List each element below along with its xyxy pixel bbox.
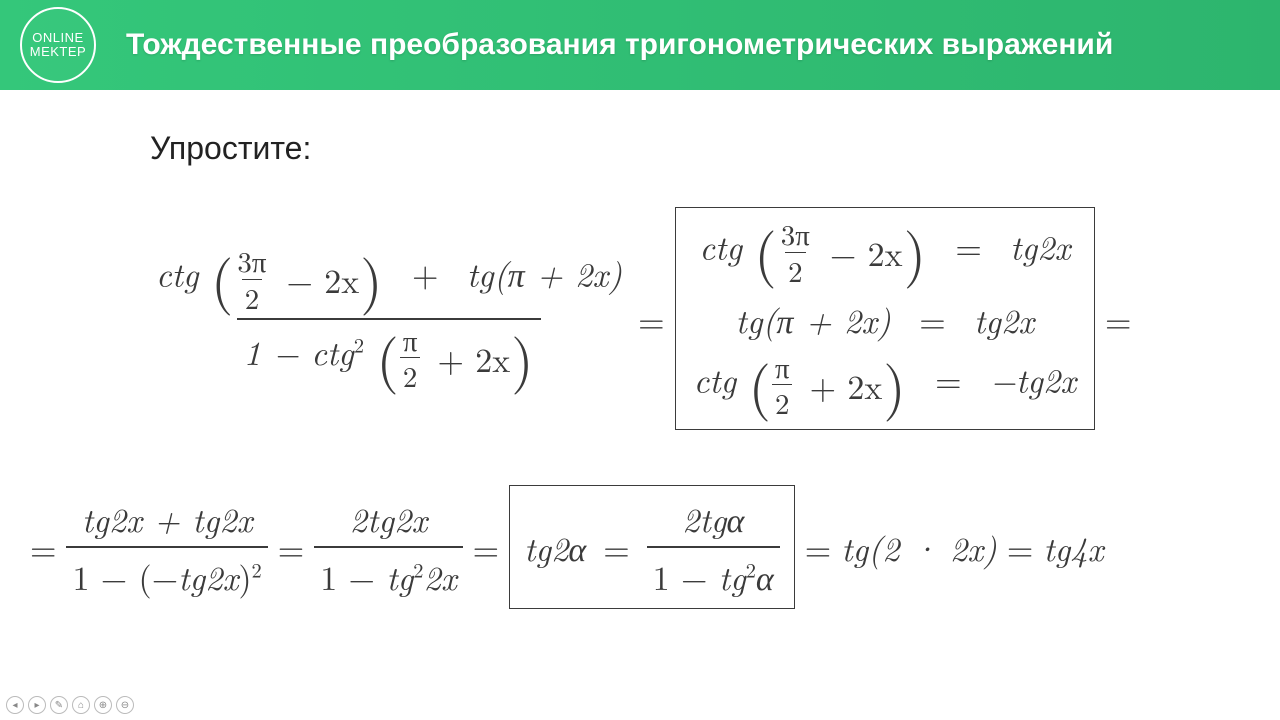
lparen-icon: ( [375, 333, 399, 379]
prompt-label: Упростите: [150, 130, 1260, 167]
equals-6: = [795, 523, 841, 571]
zoom-out-button[interactable]: ⊖ [116, 696, 134, 714]
rparen-icon: ) [510, 333, 534, 379]
identities-box: ctg ( 3π 2 − 2x ) = tg2x tg(π + 2x) = tg… [675, 207, 1095, 430]
double-angle-formula-box: tg2α = 2tgα 1 − tg2α [509, 485, 795, 609]
home-button[interactable]: ⌂ [72, 696, 90, 714]
rparen-icon: ) [903, 227, 927, 273]
step1-fraction: tg2x + tg2x 1 − (−tg2x)2 [66, 494, 267, 600]
logo-badge: ONLINE MEKTEP [20, 7, 96, 83]
equation-line-1: ctg ( 3π 2 − 2x ) + tg(π + 2x) 1 − ctg2 … [150, 207, 1260, 430]
den-lead: 1 − ctg2 [243, 327, 364, 375]
pen-button[interactable]: ✎ [50, 696, 68, 714]
identity-row-2: tg(π + 2x) = tg2x [736, 295, 1035, 343]
plus: + [395, 249, 455, 297]
slide-content: Упростите: ctg ( 3π 2 − 2x ) + tg(π + 2x… [0, 90, 1280, 609]
step4-result: tg4x [1043, 523, 1103, 571]
plus-2x: + 2x [420, 334, 510, 382]
rparen-icon: ) [882, 360, 906, 406]
equals-5: = [463, 523, 509, 571]
lparen-icon: ( [753, 227, 777, 273]
prev-button[interactable]: ◂ [6, 696, 24, 714]
equals-4: = [268, 523, 314, 571]
lhs-fraction: ctg ( 3π 2 − 2x ) + tg(π + 2x) 1 − ctg2 … [150, 245, 628, 392]
frac-pi-2: π 2 [400, 324, 421, 393]
zoom-in-button[interactable]: ⊕ [94, 696, 112, 714]
paren-group: ( 3π 2 − 2x ) [210, 245, 384, 314]
equals-2: = [1095, 295, 1141, 343]
equals-1: = [628, 295, 674, 343]
frac-3pi-2: 3π 2 [234, 245, 269, 314]
identity-row-3: ctg ( π 2 + 2x ) = −tg2x [694, 351, 1076, 420]
lhs-numerator: ctg ( 3π 2 − 2x ) + tg(π + 2x) [150, 245, 628, 318]
step3: tg(2 · 2x) [841, 523, 997, 571]
logo-line2: MEKTEP [30, 45, 86, 59]
slide-header: ONLINE MEKTEP Тождественные преобразован… [0, 0, 1280, 90]
tg-pi-2x: tg(π + 2x) [467, 249, 622, 297]
identity-row-1: ctg ( 3π 2 − 2x ) = tg2x [699, 218, 1070, 287]
next-button[interactable]: ▸ [28, 696, 46, 714]
presenter-toolbar: ◂ ▸ ✎ ⌂ ⊕ ⊖ [6, 696, 134, 714]
lparen-icon: ( [210, 254, 234, 300]
slide-title: Тождественные преобразования тригонометр… [126, 28, 1113, 62]
minus-2x: − 2x [269, 255, 359, 303]
fn-ctg: ctg [156, 249, 199, 297]
logo-line1: ONLINE [32, 31, 83, 45]
equals-3: = [20, 523, 66, 571]
equals-7: = [997, 523, 1043, 571]
lparen-icon: ( [747, 360, 771, 406]
lhs-denominator: 1 − ctg2 ( π 2 + 2x ) [237, 318, 540, 393]
step2-fraction: 2tg2x 1 − tg22x [314, 494, 462, 600]
paren-group-2: ( π 2 + 2x ) [375, 324, 534, 393]
equation-line-2: = tg2x + tg2x 1 − (−tg2x)2 = 2tg2x 1 − t… [20, 485, 1260, 609]
rparen-icon: ) [359, 254, 383, 300]
